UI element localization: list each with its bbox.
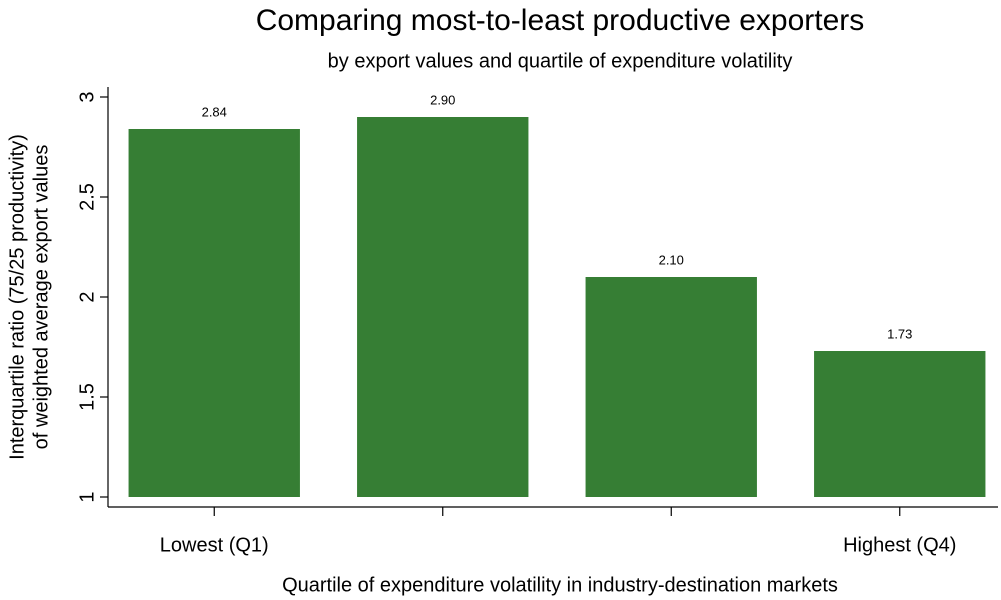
x-tick-label: Highest (Q4) [843, 534, 956, 556]
value-label: 2.84 [202, 104, 227, 119]
bar [128, 129, 300, 497]
y-axis-title: of weighted average export values [30, 145, 52, 450]
x-axis-title: Quartile of expenditure volatility in in… [282, 574, 838, 596]
y-axis-title: Interquartile ratio (75/25 productivity) [6, 134, 28, 460]
bar [357, 117, 529, 497]
bar [585, 277, 757, 497]
y-tick-label: 1.5 [76, 383, 98, 411]
y-tick-label: 3 [76, 91, 98, 102]
bar [814, 351, 986, 497]
chart-subtitle: by export values and quartile of expendi… [328, 50, 793, 72]
y-tick-label: 2.5 [76, 183, 98, 211]
value-label: 1.73 [887, 326, 912, 341]
value-label: 2.90 [430, 92, 455, 107]
value-label: 2.10 [659, 252, 684, 267]
y-tick-label: 1 [76, 491, 98, 502]
x-tick-label: Lowest (Q1) [160, 534, 269, 556]
chart-title: Comparing most-to-least productive expor… [256, 4, 865, 37]
y-tick-label: 2 [76, 291, 98, 302]
